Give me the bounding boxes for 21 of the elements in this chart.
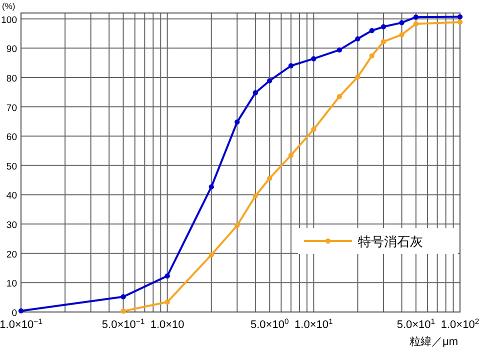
x-axis-title: 粒緯／μm	[409, 335, 458, 347]
y-tick-label: 70	[6, 102, 17, 114]
x-tick-label: 1.0×10	[150, 319, 184, 331]
y-tick-label: 0	[12, 308, 17, 319]
y-axis-title: (%)	[2, 1, 16, 11]
x-tick-label: 1.0×10$^{1}$	[294, 316, 333, 331]
y-tick-label: 60	[6, 132, 17, 144]
y-tick-label: 80	[6, 73, 17, 84]
y-tick-label: 100	[1, 14, 17, 26]
y-tick-label: 30	[6, 220, 17, 232]
y-tick-label: 40	[6, 190, 17, 202]
y-tick-label: 20	[6, 249, 17, 260]
y-tick-label: 10	[6, 278, 17, 290]
y-tick-label: 90	[6, 44, 17, 56]
legend-label: 特号消石灰	[358, 234, 423, 249]
x-tick-label: 5.0×10$^{0}$	[250, 316, 289, 331]
x-tick-label: 5.0×10$^{−1}$	[102, 316, 145, 331]
x-tick-label: 1.0×10$^{2}$	[440, 316, 480, 331]
x-tick-label: 1.0×10$^{−1}$	[0, 316, 42, 331]
y-tick-label: 50	[6, 161, 17, 172]
x-tick-label: 5.0×10$^{1}$	[396, 316, 436, 331]
